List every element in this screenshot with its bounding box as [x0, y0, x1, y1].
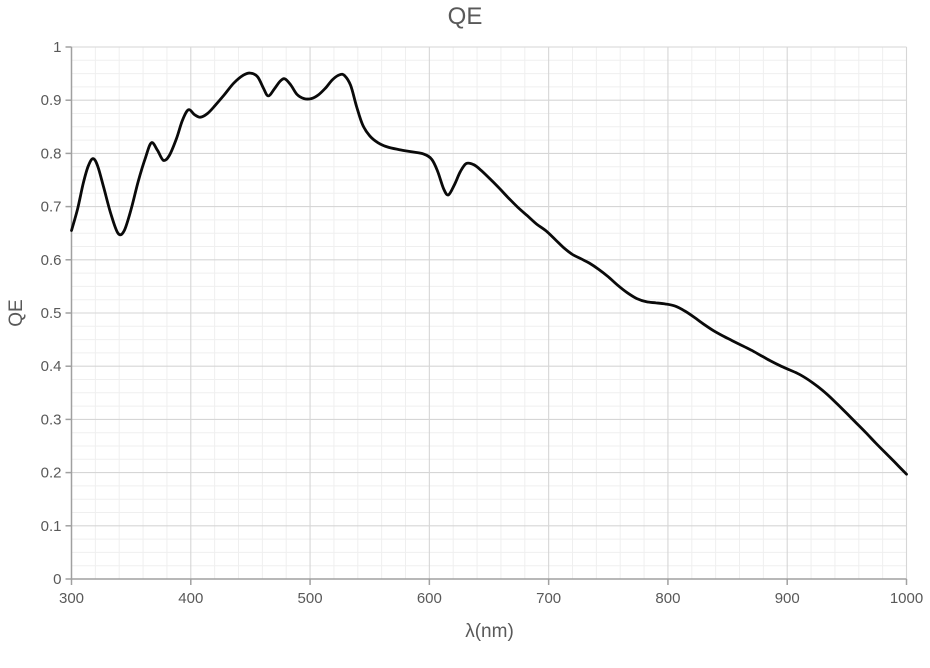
- x-tick-label: 1000: [890, 590, 923, 607]
- y-tick-label: 0.2: [41, 465, 62, 482]
- y-tick-label: 1: [53, 39, 61, 56]
- y-tick-label: 0.9: [41, 92, 62, 109]
- y-tick-label: 0.6: [41, 252, 62, 269]
- x-tick-label: 900: [775, 590, 800, 607]
- y-tick-label: 0.1: [41, 518, 62, 535]
- y-tick-label: 0.3: [41, 411, 62, 428]
- y-tick-labels: 0 0.1 0.2 0.3 0.4 0.5 0.6 0.7 0.8 0.9 1: [41, 39, 62, 588]
- axes: [65, 46, 908, 585]
- y-tick-label: 0: [53, 571, 61, 588]
- x-tick-label: 400: [178, 590, 203, 607]
- x-tick-labels: 300 400 500 600 700 800 900 1000: [59, 590, 923, 607]
- x-tick-label: 300: [59, 590, 84, 607]
- x-tick-label: 700: [536, 590, 561, 607]
- x-tick-label: 800: [655, 590, 680, 607]
- y-tick-label: 0.5: [41, 305, 62, 322]
- qe-curve: [70, 71, 908, 476]
- chart-title: QE: [447, 3, 483, 30]
- x-tick-label: 600: [417, 590, 442, 607]
- y-tick-label: 0.4: [41, 358, 62, 375]
- x-axis-title: λ(nm): [465, 621, 514, 642]
- y-axis-title: QE: [6, 299, 27, 327]
- y-tick-label: 0.7: [41, 199, 62, 216]
- y-tick-label: 0.8: [41, 145, 62, 162]
- x-tick-label: 500: [298, 590, 323, 607]
- major-gridlines: [71, 46, 908, 579]
